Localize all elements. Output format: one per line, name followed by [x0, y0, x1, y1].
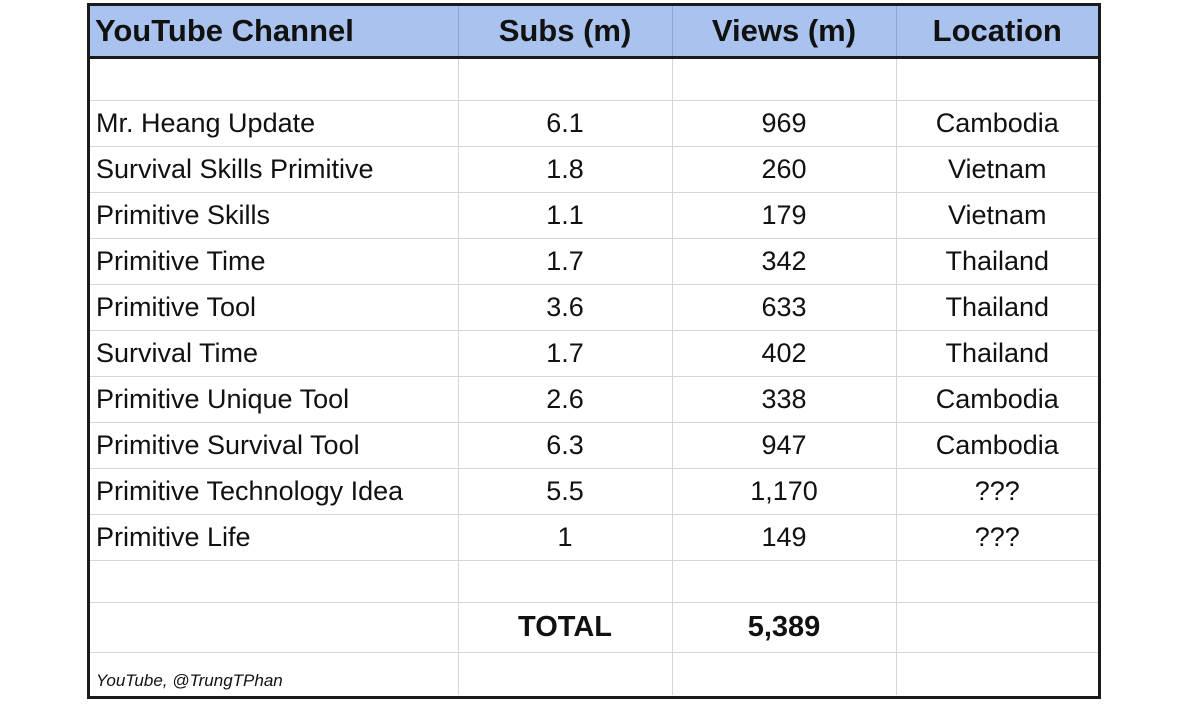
empty-row: [90, 560, 1098, 603]
header-row: YouTube Channel Subs (m) Views (m) Locat…: [90, 6, 1098, 59]
views-cell: 969: [671, 100, 897, 147]
table-row: Primitive Unique Tool 2.6 338 Cambodia: [90, 376, 1098, 423]
subs-cell: 1.1: [457, 192, 673, 239]
subs-cell: 6.3: [457, 422, 673, 469]
table-row: Primitive Survival Tool 6.3 947 Cambodia: [90, 422, 1098, 469]
subs-cell: 1.7: [457, 238, 673, 285]
spreadsheet-table: YouTube Channel Subs (m) Views (m) Locat…: [87, 3, 1101, 699]
table-row: Primitive Skills 1.1 179 Vietnam: [90, 192, 1098, 239]
views-cell: 149: [671, 514, 897, 561]
views-cell: 338: [671, 376, 897, 423]
empty-cell: [671, 560, 897, 603]
subs-cell: 6.1: [457, 100, 673, 147]
empty-cell: [671, 57, 897, 101]
empty-cell: [90, 560, 459, 603]
table-row: Primitive Technology Idea 5.5 1,170???: [90, 468, 1098, 515]
subs-cell: 1.8: [457, 146, 673, 193]
location-cell: ???: [895, 514, 1098, 561]
subs-cell: 3.6: [457, 284, 673, 331]
location-cell: Thailand: [895, 330, 1098, 377]
total-empty-cell: [895, 602, 1098, 653]
channel-name-cell: Primitive Life: [90, 514, 459, 561]
channel-name-cell: Primitive Tool: [90, 284, 459, 331]
views-cell: 179: [671, 192, 897, 239]
subs-cell: 1.7: [457, 330, 673, 377]
location-cell: ???: [895, 468, 1098, 515]
location-cell: Vietnam: [895, 146, 1098, 193]
empty-cell: [457, 57, 673, 101]
location-cell: Cambodia: [895, 100, 1098, 147]
table-row: Primitive Life 1 149???: [90, 514, 1098, 561]
subs-cell: 1: [457, 514, 673, 561]
table-row: Mr. Heang Update 6.1 969 Cambodia: [90, 100, 1098, 147]
empty-cell: [895, 652, 1098, 695]
source-row: YouTube, @TrungTPhan: [90, 652, 1098, 695]
empty-cell: [671, 652, 897, 695]
header-channel: YouTube Channel: [90, 6, 459, 59]
location-cell: Thailand: [895, 238, 1098, 285]
views-cell: 402: [671, 330, 897, 377]
header-location: Location: [895, 6, 1098, 59]
channel-name-cell: Primitive Skills: [90, 192, 459, 239]
location-cell: Cambodia: [895, 376, 1098, 423]
table-row: Primitive Time 1.7 342 Thailand: [90, 238, 1098, 285]
empty-cell: [90, 57, 459, 101]
header-subs: Subs (m): [457, 6, 673, 59]
views-cell: 1,170: [671, 468, 897, 515]
empty-cell: [895, 560, 1098, 603]
empty-cell: [457, 652, 673, 695]
total-label: TOTAL: [457, 602, 673, 653]
channel-name-cell: Primitive Survival Tool: [90, 422, 459, 469]
subs-cell: 2.6: [457, 376, 673, 423]
table-row: Primitive Tool 3.6 633 Thailand: [90, 284, 1098, 331]
location-cell: Vietnam: [895, 192, 1098, 239]
channel-table: YouTube Channel Subs (m) Views (m) Locat…: [90, 6, 1098, 695]
subs-cell: 5.5: [457, 468, 673, 515]
table-row: Survival Time 1.7 402 Thailand: [90, 330, 1098, 377]
channel-name-cell: Primitive Time: [90, 238, 459, 285]
channel-name-cell: Mr. Heang Update: [90, 100, 459, 147]
empty-cell: [457, 560, 673, 603]
header-views: Views (m): [671, 6, 897, 59]
total-row: TOTAL 5,389: [90, 602, 1098, 653]
channel-name-cell: Survival Time: [90, 330, 459, 377]
views-cell: 947: [671, 422, 897, 469]
location-cell: Thailand: [895, 284, 1098, 331]
channel-name-cell: Primitive Technology Idea: [90, 468, 459, 515]
empty-cell: [895, 57, 1098, 101]
views-cell: 633: [671, 284, 897, 331]
location-cell: Cambodia: [895, 422, 1098, 469]
channel-name-cell: Primitive Unique Tool: [90, 376, 459, 423]
empty-row: [90, 57, 1098, 101]
views-cell: 260: [671, 146, 897, 193]
channel-name-cell: Survival Skills Primitive: [90, 146, 459, 193]
source-note: YouTube, @TrungTPhan: [90, 652, 459, 695]
views-cell: 342: [671, 238, 897, 285]
total-empty-cell: [90, 602, 459, 653]
total-views: 5,389: [671, 602, 897, 653]
table-row: Survival Skills Primitive 1.8 260 Vietnam: [90, 146, 1098, 193]
